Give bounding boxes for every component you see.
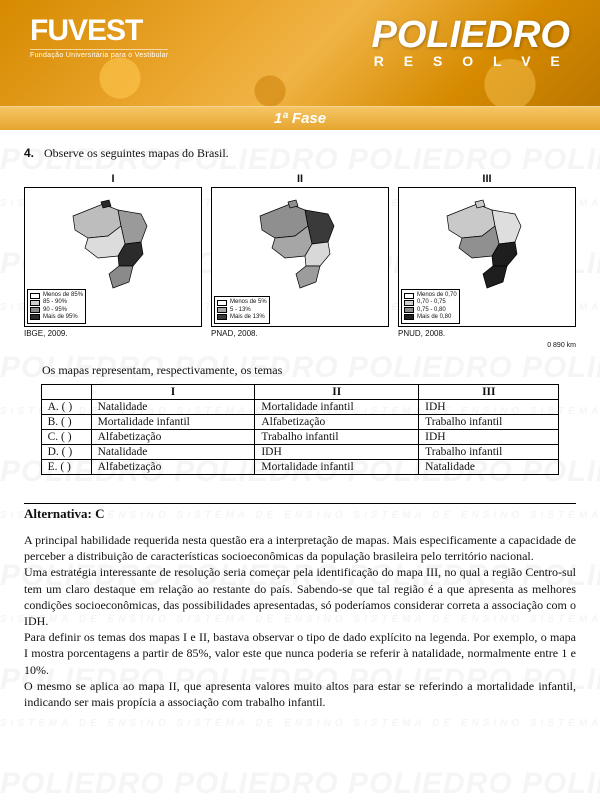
map-title: III	[398, 173, 576, 185]
answer-label: Alternativa: C	[24, 503, 576, 522]
table-row: B. ( )Mortalidade infantilAlfabetizaçãoT…	[41, 415, 559, 430]
table-header: III	[419, 385, 559, 400]
option-cell: Trabalho infantil	[419, 415, 559, 430]
fuvest-text: FUVEST	[30, 14, 142, 47]
legend-label: Mais de 0,80	[417, 314, 451, 321]
option-cell: IDH	[419, 400, 559, 415]
explanation: A principal habilidade requerida nesta q…	[24, 532, 576, 710]
map-box: III Menos de 0,700,70 - 0,750,75 - 0,80M…	[398, 173, 576, 338]
table-header: II	[255, 385, 419, 400]
question-number: 4.	[24, 146, 34, 161]
map-title: II	[211, 173, 389, 185]
option-cell: Trabalho infantil	[419, 445, 559, 460]
map-source: IBGE, 2009.	[24, 329, 202, 338]
legend-label: Mais de 95%	[43, 314, 78, 321]
legend-label: 0,70 - 0,75	[417, 299, 446, 306]
table-header: I	[91, 385, 255, 400]
table-header	[41, 385, 91, 400]
poliedro-text: POLIEDRO	[372, 14, 570, 57]
map-frame: Menos de 5%5 - 13%Mais de 13%	[211, 187, 389, 327]
map-legend: Menos de 85%85 - 90%90 - 95%Mais de 95%	[27, 289, 86, 324]
option-cell: Alfabetização	[91, 460, 255, 475]
poliedro-logo: POLIEDRO R E S O L V E	[372, 14, 570, 69]
legend-label: Menos de 5%	[230, 299, 267, 306]
brazil-map-icon	[224, 196, 376, 296]
phase-bar: 1ª Fase	[0, 106, 600, 130]
option-letter: D. ( )	[41, 445, 91, 460]
legend-label: 0,75 - 0,80	[417, 307, 446, 314]
explanation-paragraph: Para definir os temas dos mapas I e II, …	[24, 629, 576, 678]
option-cell: Natalidade	[91, 445, 255, 460]
question-prompt: Observe os seguintes mapas do Brasil.	[44, 146, 229, 161]
table-row: D. ( )NatalidadeIDHTrabalho infantil	[41, 445, 559, 460]
fuvest-subtitle: Fundação Universitária para o Vestibular	[30, 49, 168, 59]
table-row: E. ( )AlfabetizaçãoMortalidade infantilN…	[41, 460, 559, 475]
option-cell: Natalidade	[419, 460, 559, 475]
option-cell: Mortalidade infantil	[255, 460, 419, 475]
option-cell: Mortalidade infantil	[255, 400, 419, 415]
option-cell: Alfabetização	[255, 415, 419, 430]
content-area: 4. Observe os seguintes mapas do Brasil.…	[0, 130, 600, 720]
option-letter: A. ( )	[41, 400, 91, 415]
option-cell: IDH	[255, 445, 419, 460]
legend-label: Menos de 85%	[43, 292, 83, 299]
legend-label: Menos de 0,70	[417, 292, 457, 299]
map-legend: Menos de 0,700,70 - 0,750,75 - 0,80Mais …	[401, 289, 460, 324]
map-legend: Menos de 5%5 - 13%Mais de 13%	[214, 296, 270, 324]
map-title: I	[24, 173, 202, 185]
table-row: A. ( )NatalidadeMortalidade infantilIDH	[41, 400, 559, 415]
map-box: I Menos de 85%85 - 90%90 - 95%Mais de 95…	[24, 173, 202, 338]
poliedro-subtitle: R E S O L V E	[372, 53, 570, 69]
question-line: 4. Observe os seguintes mapas do Brasil.	[24, 146, 576, 161]
option-letter: C. ( )	[41, 430, 91, 445]
legend-label: 5 - 13%	[230, 307, 251, 314]
legend-label: 85 - 90%	[43, 299, 67, 306]
legend-label: 90 - 95%	[43, 307, 67, 314]
explanation-paragraph: Uma estratégia interessante de resolução…	[24, 564, 576, 629]
option-letter: E. ( )	[41, 460, 91, 475]
option-cell: Trabalho infantil	[255, 430, 419, 445]
explanation-paragraph: A principal habilidade requerida nesta q…	[24, 532, 576, 564]
map-scale: 0 890 km	[24, 342, 576, 349]
brazil-map-icon	[411, 196, 563, 296]
map-box: II Menos de 5%5 - 13%Mais de 13% PNAD, 20…	[211, 173, 389, 338]
legend-label: Mais de 13%	[230, 314, 265, 321]
maps-row: I Menos de 85%85 - 90%90 - 95%Mais de 95…	[24, 173, 576, 338]
option-cell: Natalidade	[91, 400, 255, 415]
map-source: PNAD, 2008.	[211, 329, 389, 338]
options-table: IIIIII A. ( )NatalidadeMortalidade infan…	[41, 384, 560, 475]
option-letter: B. ( )	[41, 415, 91, 430]
option-cell: IDH	[419, 430, 559, 445]
option-cell: Alfabetização	[91, 430, 255, 445]
question-prompt-2: Os mapas representam, respectivamente, o…	[42, 363, 576, 378]
page-header: FUVEST Fundação Universitária para o Ves…	[0, 0, 600, 130]
explanation-paragraph: O mesmo se aplica ao mapa II, que aprese…	[24, 678, 576, 710]
brazil-map-icon	[37, 196, 189, 296]
map-source: PNUD, 2008.	[398, 329, 576, 338]
option-cell: Mortalidade infantil	[91, 415, 255, 430]
map-frame: Menos de 85%85 - 90%90 - 95%Mais de 95%	[24, 187, 202, 327]
answer-label-text: Alternativa: C	[24, 506, 105, 521]
fuvest-logo: FUVEST Fundação Universitária para o Ves…	[30, 14, 168, 59]
table-row: C. ( )AlfabetizaçãoTrabalho infantilIDH	[41, 430, 559, 445]
map-frame: Menos de 0,700,70 - 0,750,75 - 0,80Mais …	[398, 187, 576, 327]
